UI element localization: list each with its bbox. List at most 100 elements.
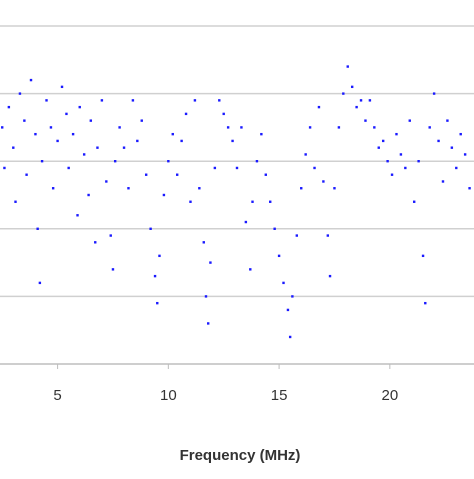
point (322, 180, 325, 183)
point (386, 160, 389, 163)
point (198, 187, 201, 190)
point (180, 139, 183, 143)
point (45, 99, 48, 102)
point (49, 126, 53, 129)
point (82, 153, 86, 156)
point (89, 119, 93, 122)
point (417, 160, 420, 163)
point (463, 153, 467, 156)
point (34, 132, 37, 136)
point (260, 132, 263, 136)
point (204, 295, 208, 298)
point (29, 78, 33, 82)
point (368, 99, 372, 102)
point (404, 166, 407, 170)
point (359, 99, 363, 102)
point (244, 220, 248, 224)
point (304, 153, 307, 156)
point (189, 200, 192, 203)
point (273, 227, 276, 230)
point (136, 139, 139, 143)
x-tick-label: 20 (381, 387, 398, 404)
point (295, 234, 299, 237)
x-tick-label: 10 (160, 387, 177, 404)
point (118, 126, 121, 129)
point (94, 241, 97, 244)
point (255, 160, 259, 163)
x-axis-title: Frequency (MHz) (180, 447, 301, 464)
point (12, 146, 15, 149)
point (412, 200, 416, 203)
point (437, 139, 440, 143)
point (207, 322, 210, 325)
point (264, 173, 267, 176)
point (282, 281, 285, 285)
point (3, 166, 6, 170)
point (300, 187, 303, 190)
point (105, 180, 108, 183)
point (291, 295, 294, 298)
point (202, 241, 205, 244)
point (1, 126, 4, 129)
point (326, 234, 330, 237)
point (459, 132, 462, 136)
point (277, 254, 281, 258)
point (156, 301, 159, 305)
point (7, 105, 11, 109)
point (175, 173, 179, 176)
point (65, 112, 68, 116)
point (209, 261, 212, 264)
point (350, 85, 354, 89)
point (184, 112, 188, 116)
point (231, 139, 234, 143)
point (218, 99, 221, 102)
point (337, 126, 341, 129)
point (377, 146, 380, 149)
point (76, 214, 79, 217)
point (111, 268, 115, 271)
point (226, 126, 230, 129)
point (122, 146, 126, 149)
point (193, 99, 197, 102)
point (441, 180, 445, 183)
point (23, 119, 26, 122)
point (424, 301, 427, 305)
point (355, 105, 358, 109)
point (346, 65, 349, 68)
point (333, 187, 336, 190)
point (450, 146, 454, 149)
point (14, 200, 17, 203)
point (288, 335, 292, 339)
point (96, 146, 99, 149)
point (113, 160, 117, 163)
point (249, 268, 252, 271)
point (286, 308, 290, 312)
x-tick-label: 15 (271, 387, 288, 404)
point (56, 139, 59, 143)
point (421, 254, 425, 258)
point (127, 187, 130, 190)
point (40, 160, 44, 163)
point (395, 132, 398, 136)
point (25, 173, 28, 176)
point (213, 166, 217, 170)
point (71, 132, 75, 136)
x-tick-label: 5 (53, 387, 61, 404)
point (167, 160, 170, 163)
point (240, 126, 243, 129)
point (455, 166, 458, 170)
point (60, 85, 64, 89)
point (432, 92, 436, 95)
point (381, 139, 385, 143)
point (149, 227, 152, 230)
point (131, 99, 135, 102)
point (36, 227, 39, 230)
point (140, 119, 143, 122)
point (390, 173, 394, 176)
point (251, 200, 254, 203)
point (162, 193, 166, 197)
point (428, 126, 431, 129)
point (51, 187, 55, 190)
point (468, 187, 471, 190)
